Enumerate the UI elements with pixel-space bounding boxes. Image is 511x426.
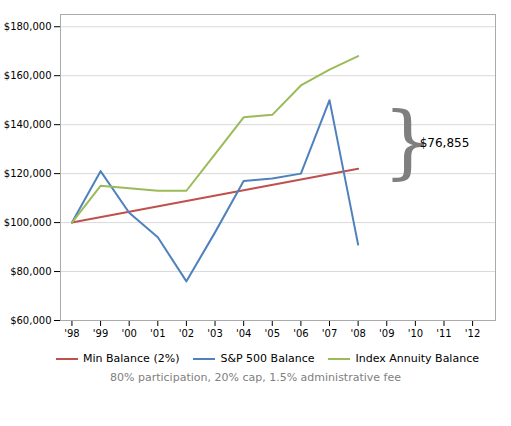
svg-text:$140,000: $140,000	[4, 119, 52, 130]
svg-text:'08: '08	[350, 328, 365, 339]
html-text:Min Balance (2%): Min Balance (2%)	[83, 352, 180, 365]
svg-text:'12: '12	[465, 328, 480, 339]
svg-text:'98: '98	[64, 328, 79, 339]
svg-text:$60,000: $60,000	[10, 315, 51, 326]
html-text:Index Annuity Balance: Index Annuity Balance	[355, 352, 479, 365]
svg-text:'99: '99	[93, 328, 108, 339]
svg-text:'09: '09	[379, 328, 394, 339]
svg-text:'04: '04	[236, 328, 251, 339]
svg-text:'10: '10	[408, 328, 423, 339]
svg-text:$180,000: $180,000	[4, 21, 52, 32]
html-text:80% participation, 20% cap, 1.: 80% participation, 20% cap, 1.5% adminis…	[110, 371, 401, 384]
svg-text:'11: '11	[436, 328, 451, 339]
svg-text:$100,000: $100,000	[4, 217, 52, 228]
svg-text:'07: '07	[322, 328, 337, 339]
svg-text:'00: '00	[121, 328, 136, 339]
svg-text:'05: '05	[265, 328, 280, 339]
svg-text:'06: '06	[293, 328, 308, 339]
svg-text:'01: '01	[150, 328, 165, 339]
svg-text:$80,000: $80,000	[10, 266, 51, 277]
svg-text:'03: '03	[207, 328, 222, 339]
svg-text:'02: '02	[179, 328, 194, 339]
svg-text:$76,855: $76,855	[420, 136, 470, 150]
svg-text:$120,000: $120,000	[4, 168, 52, 179]
html-text:S&P 500 Balance: S&P 500 Balance	[220, 352, 315, 365]
svg-text:$160,000: $160,000	[4, 70, 52, 81]
